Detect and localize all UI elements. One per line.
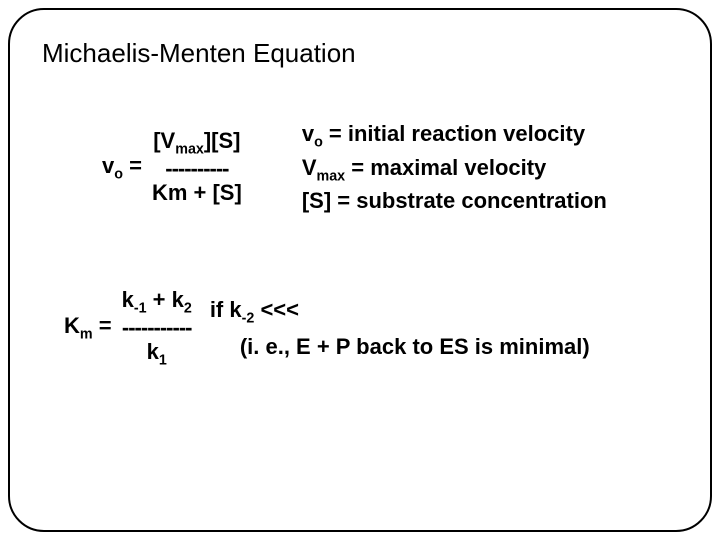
def-v0-sub: o — [314, 134, 323, 150]
km-num-plus: + k — [147, 287, 184, 312]
equation-block-v0: vo = [Vmax][S] ---------- Km + [S] vo = … — [102, 119, 678, 216]
km-condition: if k-2 <<< (i. e., E + P back to ES is m… — [210, 293, 590, 363]
km-equals: = — [93, 313, 112, 338]
cond-line2: (i. e., E + P back to ES is minimal) — [240, 330, 590, 363]
def-vmax: Vmax = maximal velocity — [302, 153, 607, 187]
km-denominator: k1 — [147, 338, 167, 370]
def-vmax-sub: max — [317, 168, 346, 184]
equation-block-km: Km = k-1 + k2 ----------- k1 if k-2 <<< … — [64, 286, 678, 370]
km-subscript: m — [80, 327, 93, 343]
def-v0-text: = initial reaction velocity — [323, 121, 585, 146]
v0-symbol: v — [102, 153, 114, 178]
v0-numerator: [Vmax][S] — [153, 127, 240, 159]
cond-if: if k — [210, 297, 242, 322]
km-num-k1: k — [122, 287, 134, 312]
km-lhs: Km = — [64, 313, 112, 342]
def-s: [S] = substrate concentration — [302, 186, 607, 216]
km-den-sub: 1 — [159, 352, 167, 368]
km-den-k: k — [147, 339, 159, 364]
km-divider: ----------- — [122, 318, 192, 338]
def-vmax-sym: V — [302, 155, 317, 180]
vmax-open: [V — [153, 128, 175, 153]
v0-subscript: o — [114, 166, 123, 182]
cond-line1: if k-2 <<< — [210, 293, 590, 330]
equals-sign: = — [123, 153, 142, 178]
km-fraction: k-1 + k2 ----------- k1 — [122, 286, 192, 370]
cond-sub: -2 — [242, 310, 255, 326]
v0-lhs: vo = — [102, 153, 142, 182]
cond-arrows: <<< — [254, 297, 299, 322]
vmax-close: ][S] — [204, 128, 241, 153]
km-equation: Km = k-1 + k2 ----------- k1 — [64, 286, 192, 370]
def-v0-sym: v — [302, 121, 314, 146]
km-numerator: k-1 + k2 — [122, 286, 192, 318]
v0-equation: vo = [Vmax][S] ---------- Km + [S] — [102, 127, 242, 207]
v0-fraction: [Vmax][S] ---------- Km + [S] — [152, 127, 242, 207]
slide-title: Michaelis-Menten Equation — [42, 38, 678, 69]
v0-divider: ---------- — [165, 159, 228, 179]
definitions: vo = initial reaction velocity Vmax = ma… — [302, 119, 607, 216]
slide-frame: Michaelis-Menten Equation vo = [Vmax][S]… — [8, 8, 712, 532]
def-v0: vo = initial reaction velocity — [302, 119, 607, 153]
def-vmax-text: = maximal velocity — [345, 155, 546, 180]
km-symbol: K — [64, 313, 80, 338]
v0-denominator: Km + [S] — [152, 179, 242, 208]
